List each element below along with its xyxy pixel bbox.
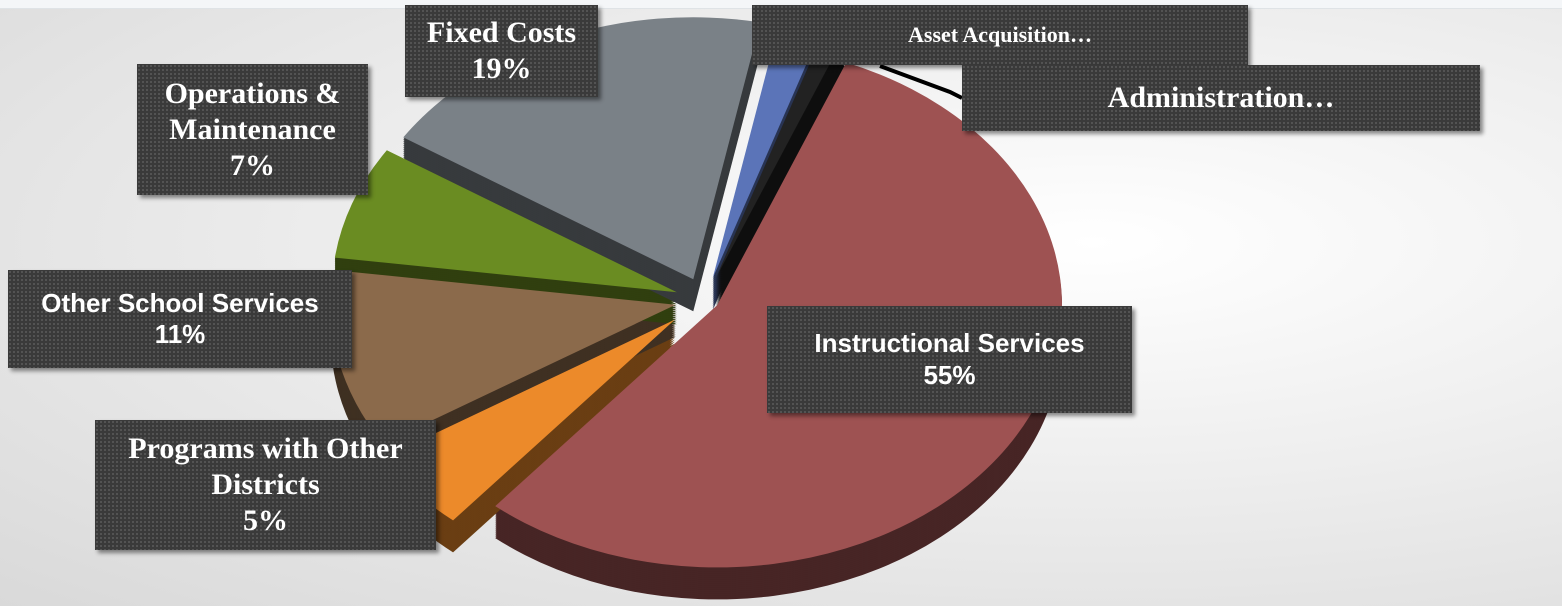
category-label: Operations & Maintenance	[164, 76, 341, 146]
data-label: Programs with Other Districts 5%	[95, 420, 436, 550]
category-label: Administration…	[1107, 81, 1335, 114]
data-label: Fixed Costs 19%	[405, 5, 598, 97]
slice	[330, 270, 676, 444]
value-label: 19%	[471, 52, 532, 85]
category-label: Fixed Costs	[426, 16, 577, 49]
data-label: Instructional Services 55%	[767, 306, 1132, 413]
slice	[382, 319, 675, 521]
leader-line	[879, 64, 963, 100]
slice	[712, 21, 822, 279]
category-label: Programs with Other Districts	[128, 432, 403, 501]
slice	[715, 30, 845, 279]
slice	[334, 150, 677, 293]
category-label: Other School Services	[41, 287, 319, 318]
value-label: 55%	[923, 359, 976, 390]
value-label: 5%	[243, 504, 288, 537]
value-label: 11%	[154, 319, 206, 349]
data-label: Other School Services 11%	[8, 270, 352, 368]
category-label: Instructional Services	[814, 328, 1085, 359]
data-label: Asset Acquisition…	[752, 5, 1248, 65]
data-label: Operations & Maintenance 7%	[137, 64, 368, 195]
value-label: 7%	[230, 148, 275, 182]
category-label: Asset Acquisition…	[908, 21, 1092, 47]
data-label: Administration…	[962, 65, 1480, 131]
